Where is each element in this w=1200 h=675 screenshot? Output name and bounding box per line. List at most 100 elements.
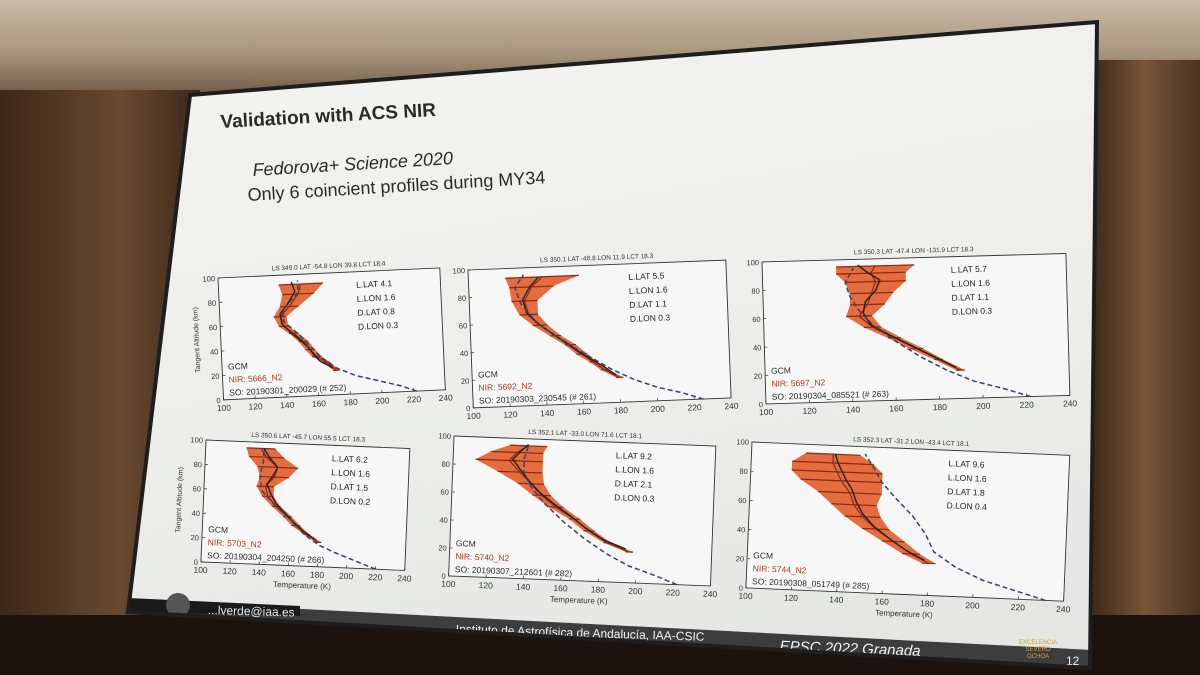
chart-panel-5: LS 352.1 LAT -33.0 LON 71.6 LCT 18.1 100 1… xyxy=(438,429,718,606)
panel-legend-entry: NIR: 5692_N2 xyxy=(478,381,532,393)
x-tick-label: 140 xyxy=(846,404,861,414)
panel-param: L.LON 1.6 xyxy=(629,284,668,295)
panel-legend-entry: GCM xyxy=(771,365,791,376)
x-tick-label: 240 xyxy=(1063,398,1078,408)
y-tick-label: 0 xyxy=(466,404,471,413)
panel-legend-entry: GCM xyxy=(456,538,476,549)
panel-param: D.LON 0.4 xyxy=(946,500,987,512)
y-tick-label: 100 xyxy=(202,274,215,284)
x-tick-label: 180 xyxy=(614,405,629,416)
y-tick-label: 100 xyxy=(746,258,759,267)
panel-param: D.LAT 2.1 xyxy=(615,478,653,489)
x-tick-label: 120 xyxy=(503,409,518,420)
panel-legend-entry: GCM xyxy=(208,524,228,535)
x-tick-label: 200 xyxy=(965,600,980,611)
x-axis-label: Temperature (K) xyxy=(273,580,331,591)
panel-param: D.LON 0.2 xyxy=(330,495,371,507)
x-tick-label: 120 xyxy=(248,401,263,412)
panel-param: D.LAT 0.8 xyxy=(357,306,395,318)
footer-conference: EPSC 2022 Granada xyxy=(779,638,921,660)
y-tick-label: 80 xyxy=(739,467,748,476)
y-tick-label: 20 xyxy=(211,372,220,381)
y-tick-label: 20 xyxy=(190,533,199,542)
x-tick-label: 140 xyxy=(829,594,844,605)
y-tick-label: 60 xyxy=(440,488,449,497)
chart-panel-6: LS 352.3 LAT -31.2 LON -43.4 LCT 18.1 100… xyxy=(736,436,1071,619)
panel-param: L.LAT 9.2 xyxy=(616,450,653,461)
panel-param: L.LAT 6.2 xyxy=(332,453,369,465)
panel-legend-entry: GCM xyxy=(478,369,498,380)
x-tick-label: 200 xyxy=(628,586,643,597)
y-tick-label: 100 xyxy=(736,437,749,447)
x-tick-label: 220 xyxy=(665,587,680,598)
x-tick-label: 120 xyxy=(802,406,817,416)
panel-param: L.LAT 4.1 xyxy=(356,278,393,290)
y-tick-label: 40 xyxy=(737,525,746,534)
panel-param: D.LAT 1.1 xyxy=(951,292,989,303)
x-tick-label: 220 xyxy=(1019,399,1034,409)
y-tick-label: 40 xyxy=(753,343,762,352)
panel-param: L.LON 1.6 xyxy=(331,467,370,479)
panel-param: D.LON 0.3 xyxy=(358,320,399,332)
x-axis-label: Temperature (K) xyxy=(875,608,933,619)
y-tick-label: 100 xyxy=(190,435,203,445)
x-tick-label: 180 xyxy=(933,402,948,412)
panel-param: L.LON 1.6 xyxy=(951,278,990,289)
y-tick-label: 40 xyxy=(210,347,219,356)
panel-param: D.LON 0.3 xyxy=(614,492,655,504)
panel-legend-entry: GCM xyxy=(228,361,248,372)
y-tick-label: 80 xyxy=(458,294,467,303)
y-tick-label: 20 xyxy=(438,543,447,552)
x-tick-label: 220 xyxy=(1011,602,1026,613)
y-tick-label: 80 xyxy=(441,460,450,469)
x-tick-label: 160 xyxy=(874,596,889,607)
footer-page-number: 12 xyxy=(1066,654,1080,668)
x-tick-label: 240 xyxy=(397,573,412,584)
y-tick-label: 80 xyxy=(751,286,760,295)
x-tick-label: 160 xyxy=(312,398,327,409)
panel-legend-entry: NIR: 5740_N2 xyxy=(455,551,509,563)
panel-header: LS 350.1 LAT -48.8 LON 11.9 LCT 18.3 xyxy=(540,253,654,264)
x-axis-label: Temperature (K) xyxy=(550,595,608,606)
x-tick-label: 240 xyxy=(703,589,718,600)
x-tick-label: 140 xyxy=(540,408,555,419)
y-tick-label: 100 xyxy=(452,266,465,275)
y-tick-label: 0 xyxy=(194,558,199,567)
panel-param: D.LAT 1.5 xyxy=(330,481,368,493)
y-tick-label: 60 xyxy=(752,315,761,324)
x-tick-label: 180 xyxy=(591,584,606,595)
x-tick-label: 120 xyxy=(784,592,799,603)
y-tick-label: 60 xyxy=(209,323,218,332)
y-tick-label: 0 xyxy=(216,396,221,405)
x-tick-label: 140 xyxy=(280,400,295,411)
room-wall-right xyxy=(1090,60,1200,675)
x-tick-label: 140 xyxy=(251,567,266,578)
panel-param: D.LAT 1.8 xyxy=(947,486,985,498)
x-tick-label: 220 xyxy=(368,572,383,583)
y-tick-label: 0 xyxy=(759,400,763,409)
panel-param: L.LAT 9.6 xyxy=(948,458,985,470)
x-tick-label: 140 xyxy=(516,581,531,592)
y-axis-label: Tangent Altitude (km) xyxy=(175,467,185,533)
y-tick-label: 100 xyxy=(438,431,451,440)
y-tick-label: 60 xyxy=(192,484,201,493)
panel-param: L.LON 1.6 xyxy=(356,292,395,304)
panel-param: D.LON 0.3 xyxy=(952,306,993,317)
panel-header: LS 350.3 LAT -47.4 LON -131.9 LCT 18.3 xyxy=(854,246,974,256)
x-tick-label: 200 xyxy=(375,395,390,406)
panel-header: LS 352.1 LAT -33.0 LON 71.6 LCT 18.1 xyxy=(528,429,642,440)
y-tick-label: 40 xyxy=(439,516,448,525)
y-axis-label: Tangent Altitude (km) xyxy=(192,307,202,373)
panel-header: LS 352.3 LAT -31.2 LON -43.4 LCT 18.1 xyxy=(853,436,970,448)
panel-legend-entry: GCM xyxy=(753,550,773,561)
y-tick-label: 60 xyxy=(738,496,747,505)
footer-email: ...lverde@iaa.es xyxy=(207,603,295,620)
y-tick-label: 80 xyxy=(208,299,217,308)
y-tick-label: 20 xyxy=(736,554,745,563)
x-tick-label: 240 xyxy=(1056,604,1071,615)
x-tick-label: 180 xyxy=(920,598,935,609)
